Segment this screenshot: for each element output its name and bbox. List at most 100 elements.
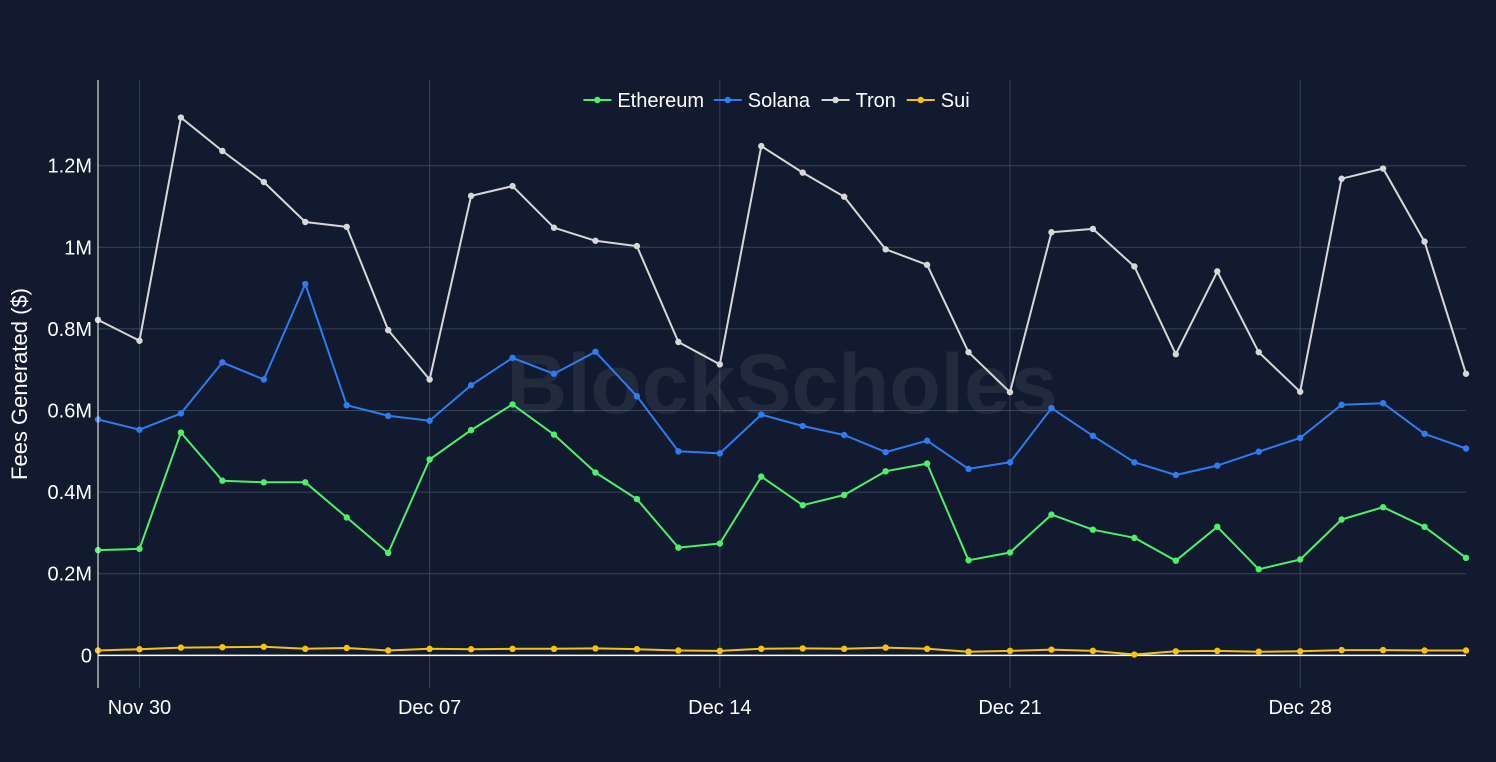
- tron-point: [592, 237, 599, 244]
- legend-marker-solana: [724, 96, 731, 104]
- solana-point: [633, 393, 641, 400]
- sui-point: [840, 645, 848, 653]
- tron-point: [882, 246, 889, 253]
- ethereum-point: [1089, 526, 1097, 533]
- x-tick-label: Dec 14: [688, 697, 751, 719]
- sui-point: [1421, 647, 1428, 654]
- legend-marker-tron: [832, 96, 839, 104]
- solana-point: [426, 417, 433, 424]
- ethereum-point: [592, 469, 599, 476]
- sui-point: [384, 647, 392, 654]
- legend-marker-ethereum: [594, 96, 601, 104]
- ethereum-point: [509, 401, 516, 408]
- sui-point: [1172, 648, 1180, 655]
- legend-label-ethereum: Ethereum: [617, 90, 704, 112]
- ethereum-point: [1421, 523, 1428, 531]
- ethereum-point: [136, 545, 143, 553]
- ethereum-point: [675, 544, 682, 551]
- legend-item-ethereum[interactable]: Ethereum: [583, 90, 704, 112]
- solana-point: [1172, 471, 1180, 479]
- sui-point: [965, 648, 972, 655]
- sui-point: [219, 643, 226, 651]
- sui-point: [1006, 647, 1014, 655]
- y-tick-label: 0.8M: [48, 319, 92, 341]
- sui-point: [1255, 648, 1262, 655]
- tron-point: [177, 114, 185, 121]
- sui-point: [136, 646, 143, 653]
- tron-point: [260, 178, 268, 186]
- sui-point: [467, 646, 475, 653]
- sui-point: [592, 645, 599, 652]
- tron-point: [1255, 348, 1262, 356]
- ethereum-point: [177, 429, 185, 436]
- solana-point: [260, 376, 268, 383]
- x-tick-label: Dec 28: [1268, 697, 1331, 719]
- legend-label-solana: Solana: [748, 90, 811, 112]
- tron-point: [343, 223, 350, 231]
- ethereum-point: [384, 549, 392, 557]
- solana-point: [136, 426, 143, 433]
- x-tick-label: Dec 07: [398, 697, 461, 719]
- solana-point: [1048, 404, 1055, 412]
- tron-point: [136, 337, 143, 344]
- x-tick-label: Dec 21: [978, 697, 1041, 719]
- solana-point: [1255, 448, 1262, 455]
- solana-point: [1214, 462, 1221, 469]
- sui-point: [633, 646, 641, 653]
- sui-point: [1131, 651, 1138, 658]
- tron-point: [758, 142, 765, 150]
- sui-point: [1338, 646, 1345, 654]
- ethereum-point: [550, 431, 558, 438]
- tron-point: [509, 182, 516, 190]
- sui-point: [882, 644, 889, 651]
- solana-point: [1089, 432, 1097, 440]
- tron-point: [219, 147, 226, 155]
- legend-item-solana[interactable]: Solana: [713, 90, 811, 112]
- y-tick-label: 1.2M: [48, 156, 92, 178]
- tron-point: [840, 193, 848, 200]
- tron-point: [1048, 229, 1055, 236]
- y-tick-label: 0.2M: [48, 564, 92, 586]
- y-tick-label: 0: [81, 645, 92, 667]
- sui-point: [177, 644, 185, 651]
- solana-point: [384, 412, 392, 420]
- ethereum-point: [716, 540, 724, 547]
- y-axis-title: Fees Generated ($): [7, 288, 32, 480]
- tron-point: [1214, 268, 1221, 275]
- solana-point: [799, 422, 806, 430]
- ethereum-point: [219, 477, 226, 484]
- ethereum-point: [1462, 554, 1470, 562]
- legend-item-sui[interactable]: Sui: [906, 90, 970, 112]
- series-layer: [94, 114, 1470, 658]
- ethereum-point: [758, 473, 765, 480]
- ethereum-line: [97, 403, 1467, 571]
- legend[interactable]: Ethereum Solana Tron Sui: [583, 90, 970, 112]
- solana-point: [467, 382, 475, 389]
- y-tick-label: 0.6M: [48, 401, 92, 423]
- tron-point: [550, 224, 558, 231]
- sui-point: [426, 645, 433, 653]
- solana-point: [1421, 430, 1428, 437]
- series-tron: [94, 114, 1470, 396]
- solana-point: [923, 437, 931, 444]
- solana-point: [302, 280, 309, 288]
- series-ethereum: [94, 401, 1470, 573]
- legend-item-tron[interactable]: Tron: [821, 90, 896, 112]
- sui-point: [923, 645, 931, 653]
- ethereum-point: [965, 557, 972, 564]
- ethereum-point: [426, 456, 433, 463]
- tron-point: [1296, 388, 1304, 395]
- sui-point: [1462, 647, 1470, 654]
- tron-point: [799, 169, 806, 176]
- tron-point: [1131, 263, 1138, 270]
- solana-point: [1296, 434, 1304, 442]
- tron-point: [1172, 351, 1180, 358]
- sui-point: [1214, 647, 1221, 655]
- sui-point: [1296, 648, 1304, 655]
- solana-point: [1006, 459, 1014, 466]
- solana-point: [965, 465, 972, 473]
- ethereum-point: [923, 460, 931, 467]
- ethereum-point: [1296, 556, 1304, 563]
